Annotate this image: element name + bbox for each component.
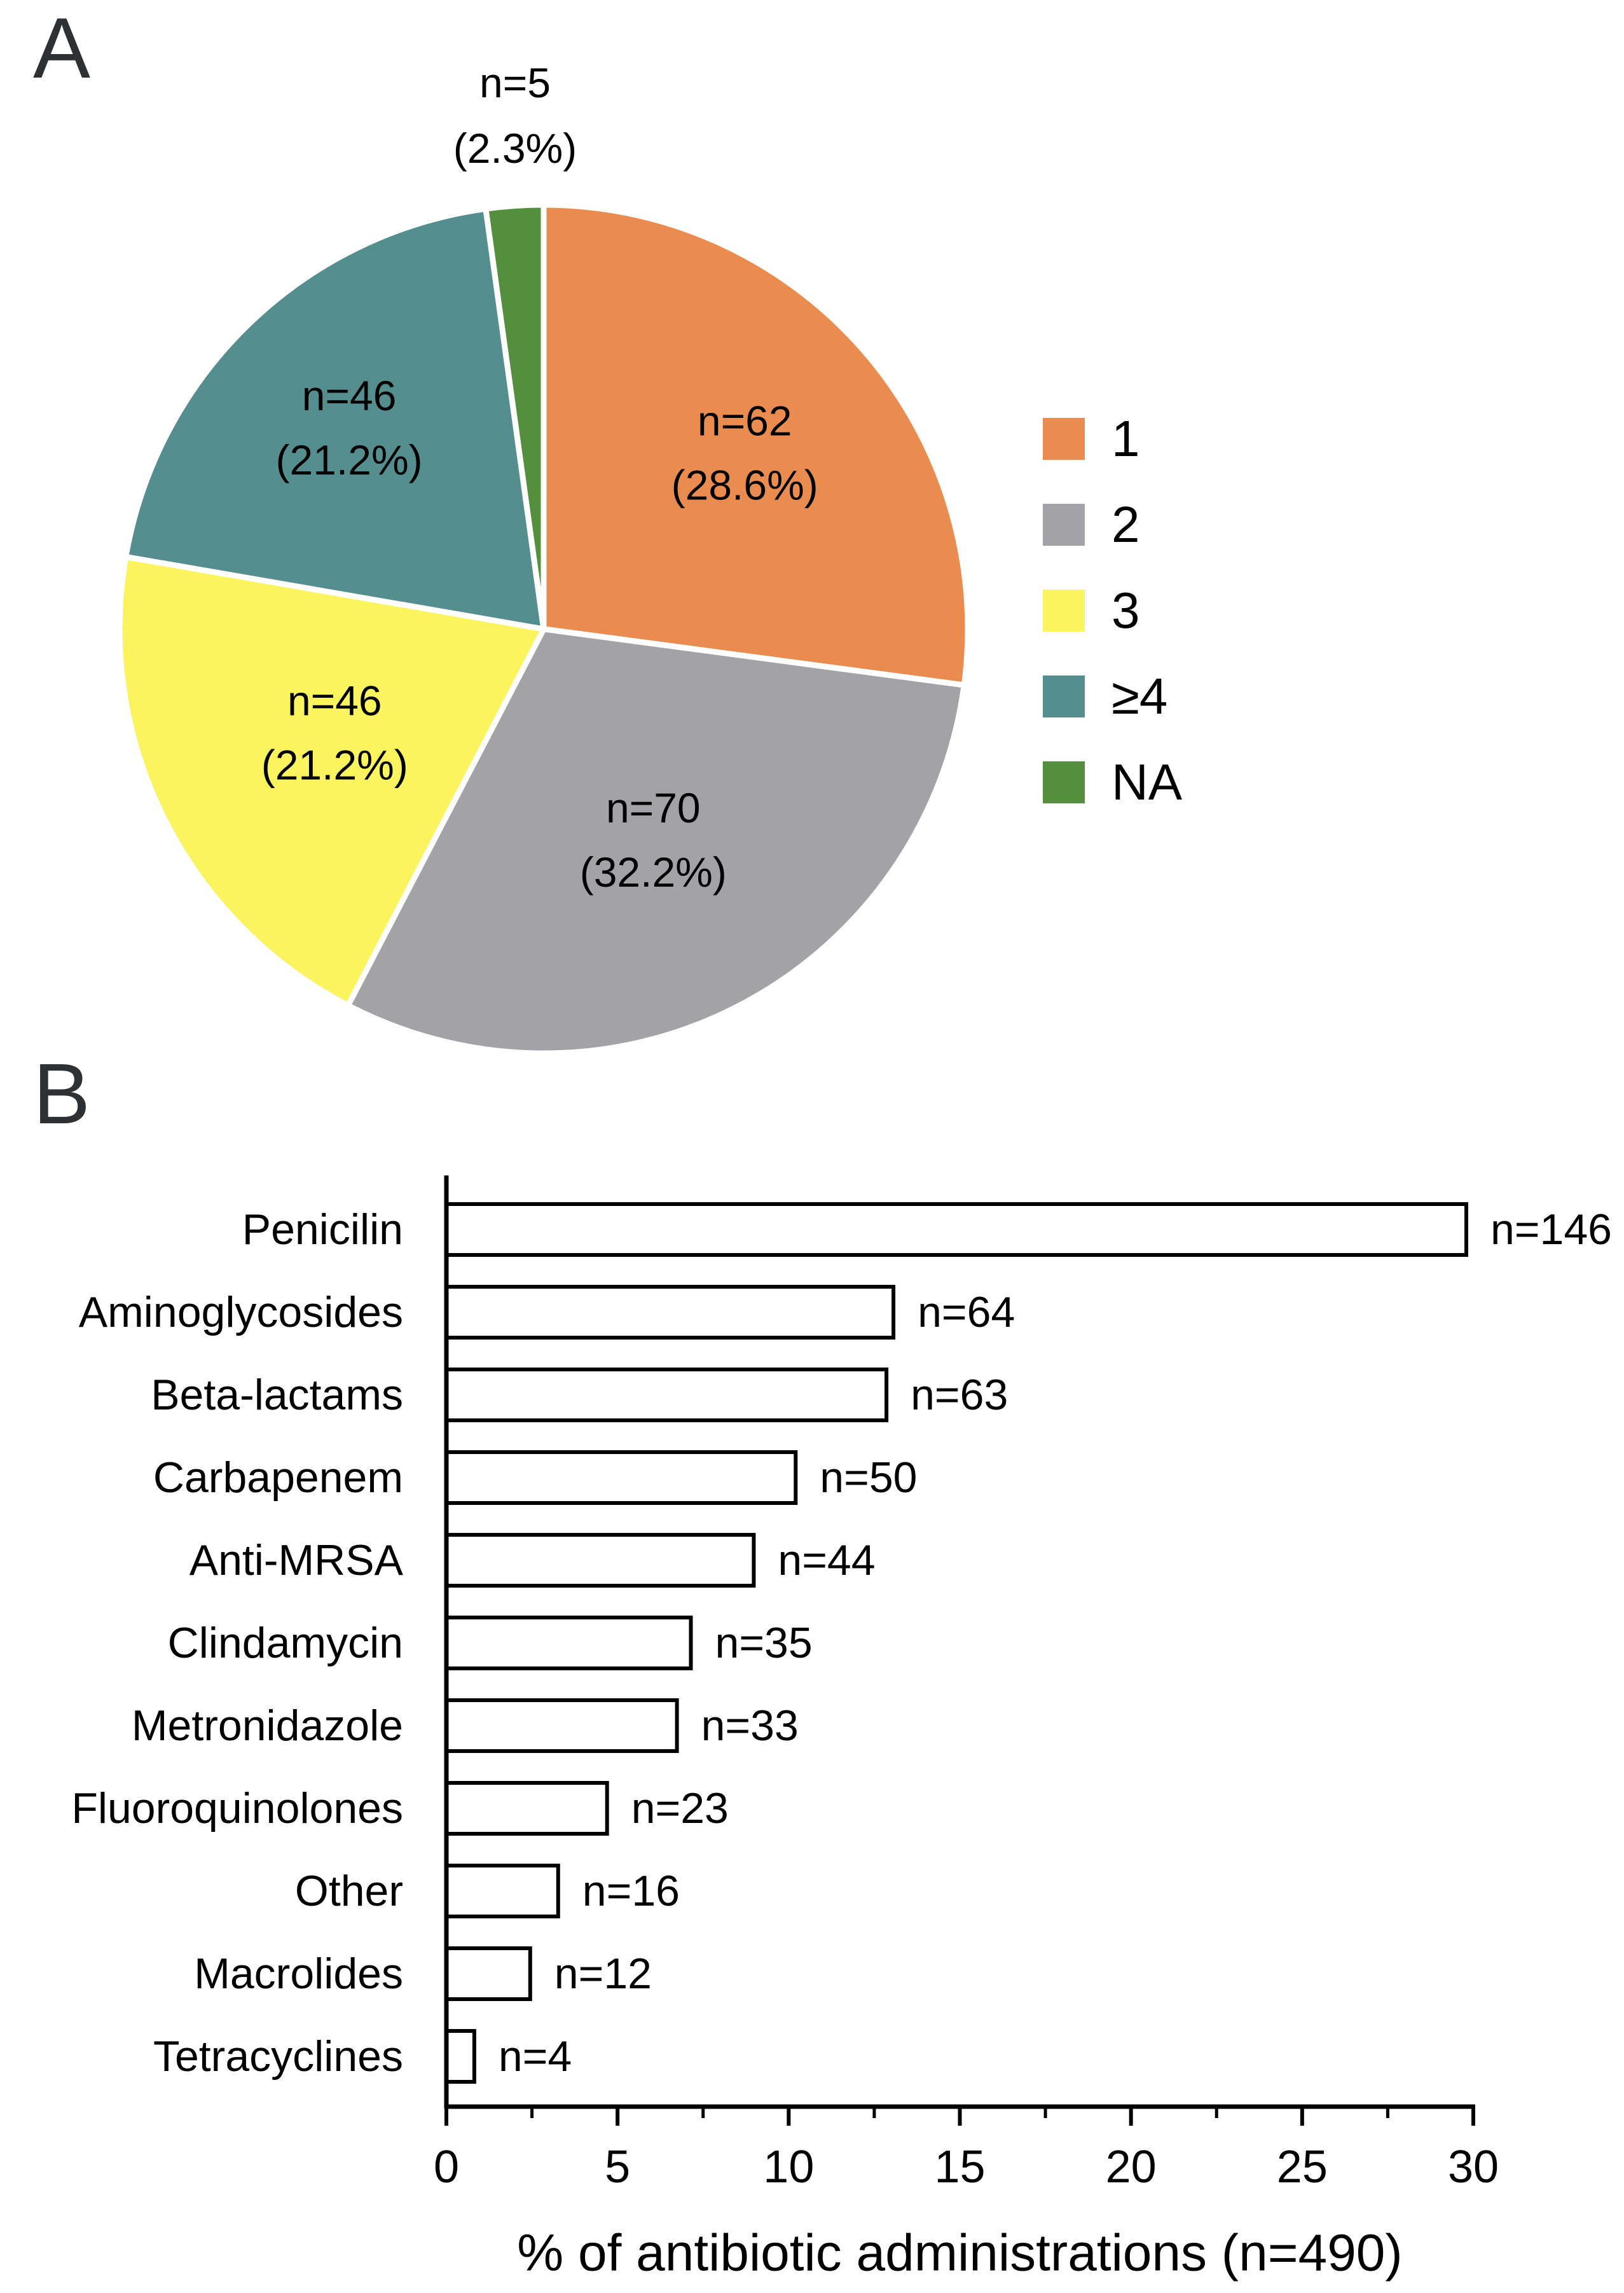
bar-value-label: n=63: [911, 1371, 1008, 1419]
pie-slice: [483, 202, 547, 632]
bar-value-label: n=12: [554, 1950, 652, 1998]
x-tick-label: 10: [763, 2142, 814, 2193]
bar-value-label: n=33: [701, 1701, 799, 1750]
bar-value-label: n=146: [1490, 1205, 1612, 1254]
category-label: Penicilin: [242, 1205, 403, 1254]
bar-value-label: n=23: [631, 1784, 729, 1832]
bar: [444, 1450, 798, 1505]
x-tick-label: 0: [434, 2142, 459, 2193]
bar-value-label: n=44: [778, 1536, 875, 1584]
bar-value-label: n=64: [918, 1288, 1015, 1336]
bar: [444, 1202, 1468, 1257]
bar: [444, 1285, 896, 1340]
pie-slice: [123, 205, 547, 632]
bar: [444, 1616, 693, 1670]
bar: [444, 1864, 560, 1918]
pie-slice-label: n=46 (21.2%): [276, 372, 423, 483]
pie-slice-label: n=46 (21.2%): [261, 677, 408, 788]
category-label: Anti-MRSA: [189, 1536, 404, 1584]
pie-slice-label: n=62 (28.6%): [671, 398, 818, 509]
x-tick-label: 25: [1277, 2142, 1328, 2193]
bar-value-label: n=16: [582, 1867, 680, 1915]
category-label: Macrolides: [194, 1950, 403, 1998]
bar: [444, 1698, 679, 1753]
bar-value-label: n=35: [715, 1619, 813, 1667]
bar: [444, 1946, 532, 2001]
bar: [444, 1781, 609, 1836]
x-tick-label: 5: [605, 2142, 630, 2193]
x-tick-label: 15: [934, 2142, 985, 2193]
pie-chart: n=62 (28.6%) n=70 (32.2%) n=46 (21.2%) n=46 (21…: [116, 59, 971, 1056]
x-axis-title: % of antibiotic administrations (n=490): [517, 2224, 1402, 2282]
category-label: Clindamycin: [168, 1619, 403, 1667]
panel-a-label: A: [33, 0, 91, 96]
pie-slice: [540, 202, 971, 688]
category-label: Tetracyclines: [153, 2032, 403, 2081]
category-label: Aminoglycosides: [79, 1288, 403, 1336]
pie-outside-label: n=5 (2.3%): [453, 59, 577, 172]
category-label: Fluoroquinolones: [71, 1784, 403, 1832]
panel-b-label: B: [33, 1046, 91, 1142]
category-label: Beta-lactams: [151, 1371, 403, 1419]
pie-slice-label: n=70 (32.2%): [580, 784, 727, 896]
x-tick-label: 30: [1448, 2142, 1499, 2193]
pie-slice: [116, 553, 547, 1009]
bar-value-label: n=50: [820, 1453, 917, 1502]
category-label: Metronidazole: [132, 1701, 403, 1750]
category-label: Carbapenem: [153, 1453, 403, 1502]
bar-chart: n=146 Penicilin n=64 Aminoglycosides n=63 Bet…: [71, 1175, 1612, 2282]
bar: [444, 2029, 476, 2084]
x-tick-label: 20: [1106, 2142, 1157, 2193]
bar: [444, 1368, 889, 1422]
bar: [444, 1533, 756, 1588]
bar-value-label: n=4: [499, 2032, 572, 2081]
category-label: Other: [295, 1867, 403, 1915]
pie-slice: [345, 626, 967, 1056]
